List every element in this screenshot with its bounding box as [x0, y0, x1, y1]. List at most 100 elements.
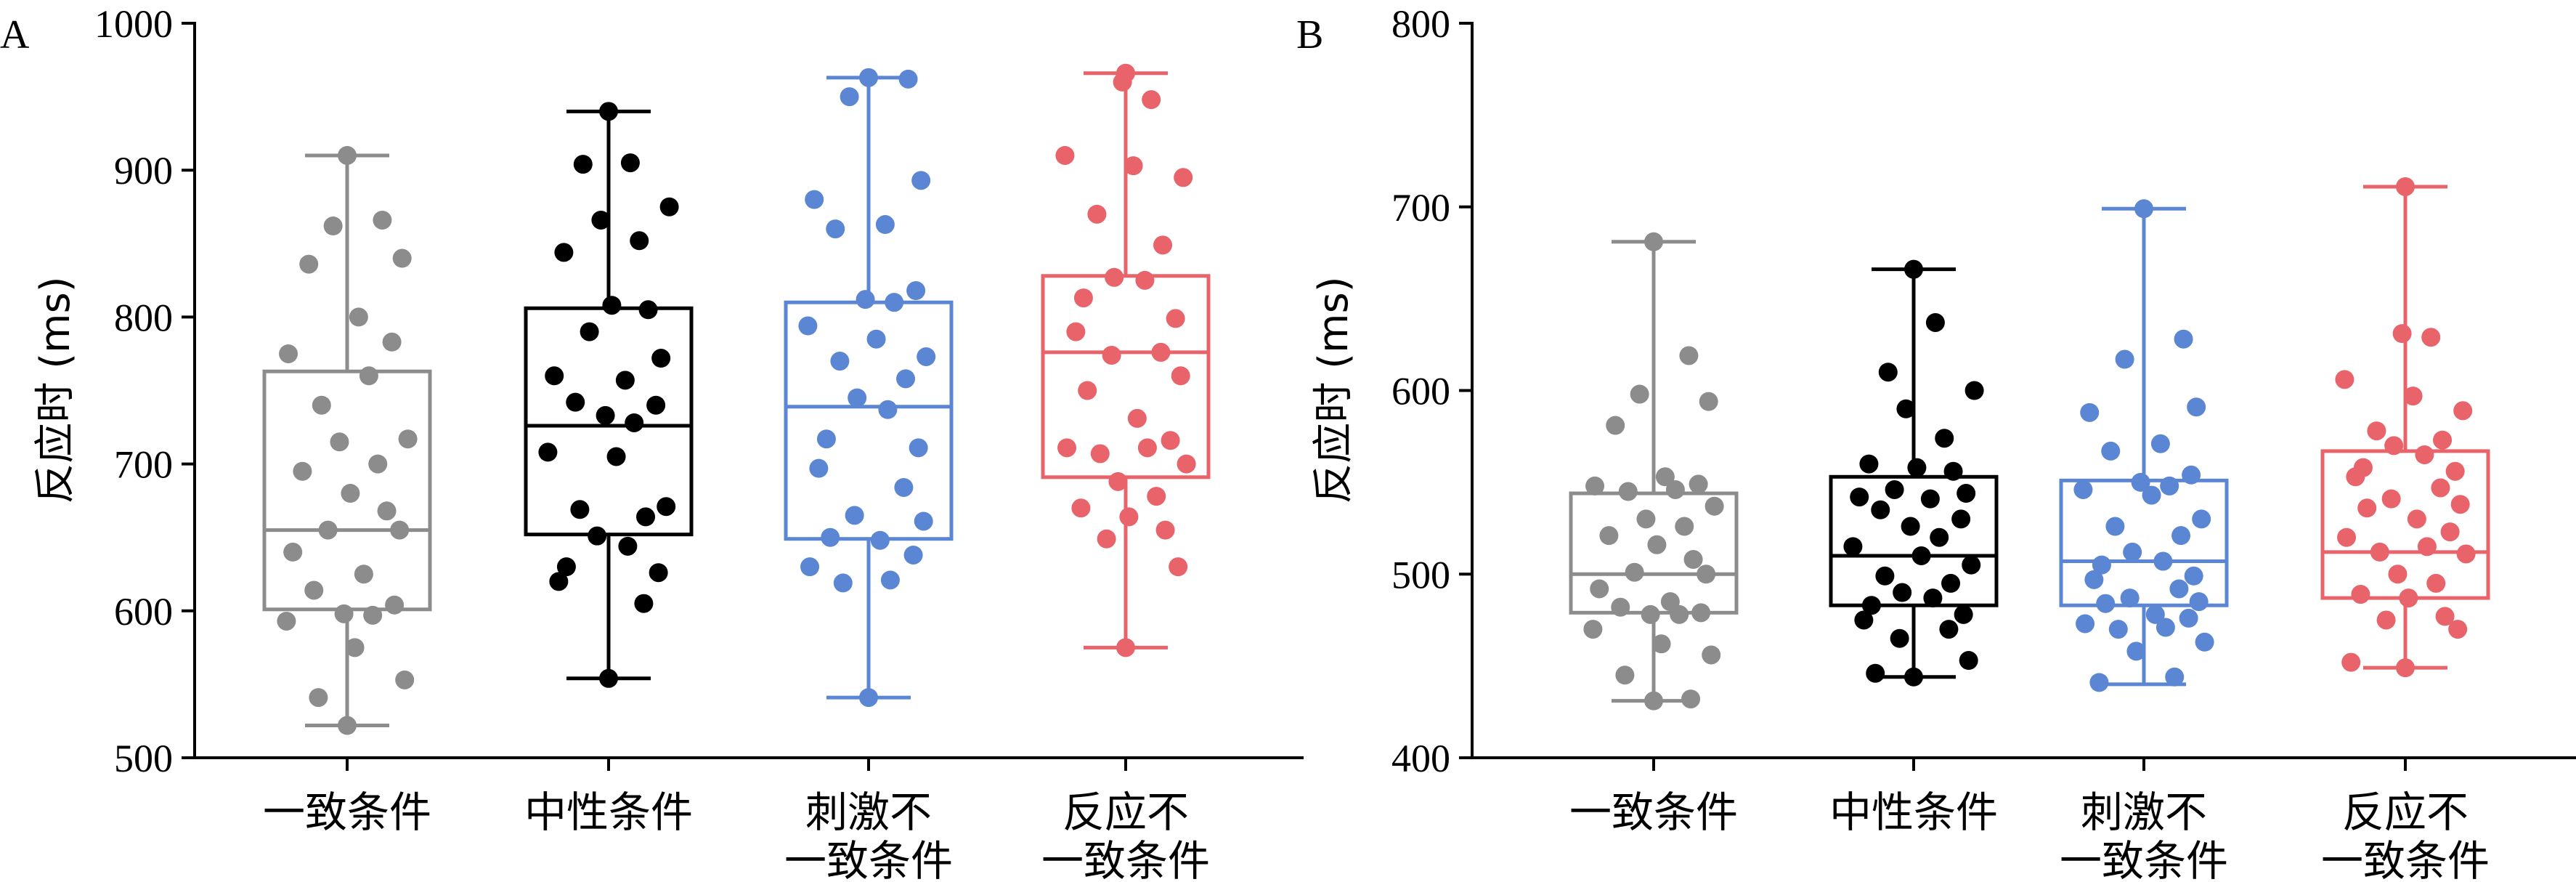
data-point — [875, 215, 895, 235]
data-point — [1166, 309, 1185, 328]
data-point — [1108, 472, 1128, 491]
data-point — [859, 68, 878, 87]
data-point — [1911, 546, 1931, 565]
data-point — [809, 458, 829, 478]
x-tick-label: 一致条件 — [1569, 788, 1738, 837]
data-point — [1843, 537, 1863, 557]
data-point — [840, 87, 859, 107]
data-point — [338, 716, 357, 735]
data-point — [2160, 476, 2179, 495]
data-point — [2115, 349, 2134, 369]
data-point — [2182, 465, 2201, 485]
data-point — [1102, 345, 1121, 365]
data-point — [2089, 673, 2109, 692]
data-point — [2388, 565, 2408, 584]
data-point — [398, 429, 418, 449]
data-point — [2376, 610, 2396, 630]
data-point — [2076, 614, 2095, 634]
data-point — [334, 604, 354, 623]
data-point — [620, 153, 640, 173]
data-point — [805, 190, 824, 209]
x-tick-label: 反应不 — [2342, 788, 2469, 837]
data-point — [1959, 651, 1978, 671]
data-point — [1127, 408, 1147, 428]
data-point — [1697, 565, 1716, 584]
data-point — [1681, 689, 1701, 709]
series-2: 中性条件 — [524, 102, 694, 837]
data-point — [1920, 489, 1940, 509]
data-point — [1859, 454, 1879, 474]
data-point — [596, 405, 615, 425]
data-point — [1907, 458, 1927, 477]
data-point — [2335, 370, 2354, 389]
data-point — [566, 392, 585, 412]
data-point — [2392, 324, 2412, 344]
y-tick-label: 600 — [1391, 370, 1450, 413]
data-point — [1585, 476, 1605, 495]
data-point — [1943, 461, 1963, 481]
data-point — [1670, 604, 1689, 624]
data-point — [1636, 509, 1656, 529]
data-point — [896, 369, 916, 389]
data-point — [2080, 402, 2100, 422]
data-point — [859, 688, 878, 708]
data-point — [2415, 445, 2434, 464]
data-point — [354, 565, 373, 584]
data-point — [2407, 509, 2426, 529]
x-tick-label: 一致条件 — [2060, 836, 2228, 882]
data-point — [2145, 604, 2165, 624]
data-point — [618, 536, 638, 556]
data-point — [1618, 482, 1638, 501]
data-point — [1147, 487, 1166, 506]
x-tick-label: 一致条件 — [784, 836, 953, 882]
data-point — [1939, 620, 1959, 639]
data-point — [2453, 401, 2473, 421]
data-point — [1615, 665, 1635, 685]
data-point — [1087, 204, 1107, 224]
box — [1829, 474, 1999, 607]
data-point — [1097, 529, 1116, 549]
data-point — [1878, 363, 1898, 382]
data-point — [330, 432, 349, 452]
data-point — [1871, 500, 1890, 519]
data-point — [894, 477, 914, 497]
data-point — [866, 329, 886, 349]
data-point — [885, 293, 904, 312]
data-point — [1683, 550, 1703, 570]
data-point — [2396, 658, 2415, 678]
data-point — [382, 332, 402, 352]
data-point — [870, 530, 890, 550]
y-axis-title: 反应时 (ms) — [32, 276, 79, 503]
data-point — [2192, 509, 2211, 529]
data-point — [1630, 384, 1649, 404]
data-point — [657, 497, 676, 517]
data-point — [1665, 480, 1685, 499]
data-point — [1954, 604, 1973, 624]
data-point — [599, 668, 618, 688]
data-point — [580, 322, 599, 341]
data-point — [2384, 436, 2404, 456]
data-point — [363, 605, 383, 625]
data-point — [2156, 618, 2175, 637]
data-point — [549, 572, 569, 591]
data-point — [634, 594, 654, 613]
data-point — [1116, 638, 1135, 658]
data-point — [1957, 484, 1976, 503]
data-point — [2169, 579, 2189, 599]
data-point — [1583, 620, 1603, 639]
data-point — [1705, 496, 1724, 516]
data-point — [279, 344, 298, 363]
data-point — [349, 307, 368, 327]
data-point — [606, 447, 626, 466]
data-point — [570, 500, 590, 519]
data-point — [2165, 667, 2185, 687]
y-tick-label: 800 — [114, 296, 173, 339]
x-tick-label: 中性条件 — [524, 788, 693, 837]
data-point — [1611, 597, 1630, 617]
data-point — [821, 527, 840, 547]
data-point — [2150, 434, 2170, 453]
data-point — [1142, 90, 1161, 110]
data-point — [845, 506, 864, 525]
